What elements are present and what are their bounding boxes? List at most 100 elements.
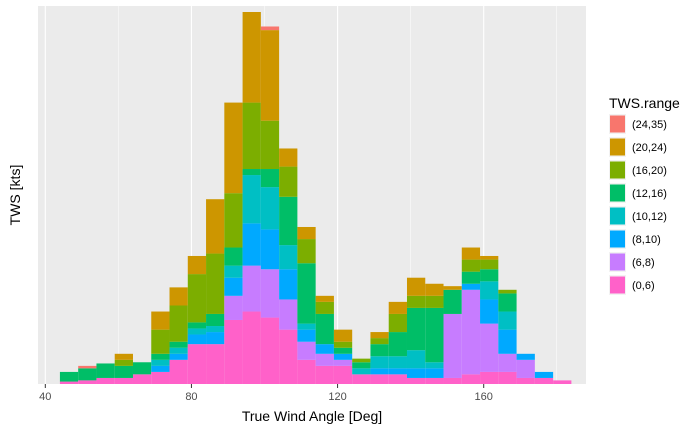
legend-label: (12,16)	[632, 188, 667, 200]
bar-segment	[315, 313, 334, 345]
bar-segment	[151, 359, 170, 366]
legend-swatch	[610, 230, 625, 248]
bar-segment	[370, 332, 389, 339]
bar-segment	[461, 283, 481, 290]
x-tick-label: 160	[475, 391, 493, 403]
legend-swatch	[610, 207, 625, 225]
bar-segment	[333, 347, 353, 354]
legend-label: (20,24)	[632, 142, 667, 154]
bar-segment	[480, 299, 499, 324]
bar-segment	[461, 247, 481, 260]
bar-segment	[242, 169, 261, 176]
bar-segment	[315, 365, 334, 384]
bar-segment	[388, 313, 407, 333]
legend-label: (24,35)	[632, 119, 667, 131]
bar-segment	[388, 301, 407, 314]
bar-segment	[59, 371, 79, 382]
bar-segment	[260, 30, 280, 121]
bar-segment	[279, 269, 298, 300]
bar-segment	[187, 274, 207, 323]
bar-segment	[279, 329, 298, 384]
bar-segment	[78, 368, 97, 381]
bar-segment	[206, 199, 225, 254]
bar-segment	[206, 326, 225, 333]
bar-segment	[370, 356, 389, 369]
bar-segment	[187, 328, 207, 335]
bar-segment	[516, 377, 535, 384]
bar-segment	[425, 283, 444, 296]
bar-segment	[96, 363, 115, 378]
bar-segment	[260, 229, 280, 270]
bar-segment	[260, 317, 280, 384]
bar-segment	[498, 289, 517, 294]
bar-segment	[315, 295, 334, 302]
bar-segment	[388, 356, 407, 369]
bar-segment	[480, 255, 499, 260]
bar-segment	[498, 371, 517, 384]
bar-segment	[279, 245, 298, 270]
bar-segment	[279, 299, 298, 330]
bar-segment	[388, 374, 407, 384]
legend-title: TWS.range	[609, 95, 680, 111]
legend-swatch	[610, 138, 625, 156]
bar-segment	[224, 319, 243, 384]
bar-segment	[279, 196, 298, 246]
bar-segment	[114, 359, 133, 366]
bar-segment	[498, 311, 517, 330]
bar-segment	[425, 377, 444, 384]
bar-segment	[151, 329, 170, 354]
bar-segment	[206, 344, 225, 384]
bar-segment	[114, 377, 133, 384]
bar-segment	[406, 277, 426, 296]
bar-segment	[333, 353, 353, 360]
x-tick-label: 120	[328, 391, 346, 403]
bar-segment	[352, 368, 371, 375]
bar-segment	[169, 347, 188, 354]
legend-label: (10,12)	[632, 211, 667, 223]
bar-segment	[443, 377, 462, 384]
bar-segment	[443, 289, 462, 314]
bar-segment	[352, 374, 371, 384]
bar-segment	[114, 353, 133, 360]
legend-swatch	[610, 184, 625, 202]
bar-segment	[260, 269, 280, 318]
bar-segment	[406, 295, 426, 308]
bar-segment	[260, 26, 280, 31]
bar-segment	[333, 329, 353, 342]
legend-swatch	[610, 161, 625, 179]
bar-segment	[224, 102, 243, 194]
legend-label: (6,8)	[632, 257, 655, 269]
bar-segment	[480, 281, 499, 300]
x-tick-label: 80	[185, 391, 197, 403]
bar-segment	[516, 353, 535, 360]
bar-segment	[279, 166, 298, 197]
bar-segment	[242, 311, 261, 384]
bar-segment	[132, 374, 152, 384]
x-axis: 40 80 120 160	[39, 384, 493, 403]
bar-segment	[59, 381, 79, 384]
bar-segment	[242, 265, 261, 312]
bar-segment	[297, 239, 316, 264]
legend: TWS.range (24,35) (20,24) (16,20) (12,16) (1…	[609, 95, 680, 295]
bar-segment	[151, 353, 170, 360]
bar-segment	[279, 148, 298, 167]
bar-segment	[352, 362, 371, 369]
bar-segment	[443, 313, 462, 378]
bar-segment	[206, 332, 225, 345]
bar-segment	[370, 344, 389, 357]
bar-segment	[242, 223, 261, 266]
bar-segment	[187, 344, 207, 384]
bar-segment	[169, 287, 188, 306]
bar-segment	[169, 341, 188, 348]
bar-segment	[406, 368, 426, 378]
bar-segment	[151, 311, 170, 330]
bar-segment	[388, 368, 407, 375]
bar-segment	[425, 307, 444, 363]
bar-segment	[297, 323, 316, 330]
bar-segment	[206, 253, 225, 314]
bar-segment	[224, 193, 243, 248]
bar-segment	[224, 295, 243, 320]
bar-segment	[260, 187, 280, 230]
bar-segment	[333, 341, 353, 348]
